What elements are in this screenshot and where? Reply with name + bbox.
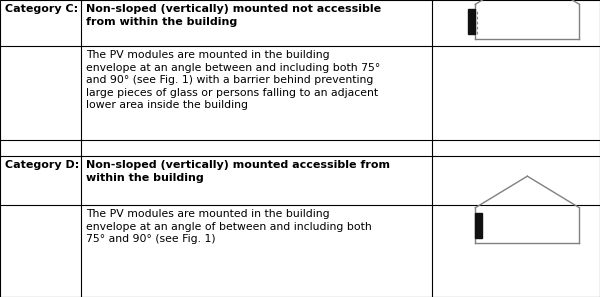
Text: Non-sloped (vertically) mounted not accessible
from within the building: Non-sloped (vertically) mounted not acce… bbox=[86, 4, 381, 27]
Text: The PV modules are mounted in the building
envelope at an angle of between and i: The PV modules are mounted in the buildi… bbox=[86, 209, 371, 244]
Text: Non-sloped (vertically) mounted accessible from
within the building: Non-sloped (vertically) mounted accessib… bbox=[86, 160, 390, 183]
Text: Category D:: Category D: bbox=[5, 160, 79, 170]
Text: The PV modules are mounted in the building
envelope at an angle between and incl: The PV modules are mounted in the buildi… bbox=[86, 50, 380, 110]
Text: Category C:: Category C: bbox=[5, 4, 78, 15]
Bar bbox=[475, 213, 482, 238]
Bar bbox=[468, 9, 475, 34]
